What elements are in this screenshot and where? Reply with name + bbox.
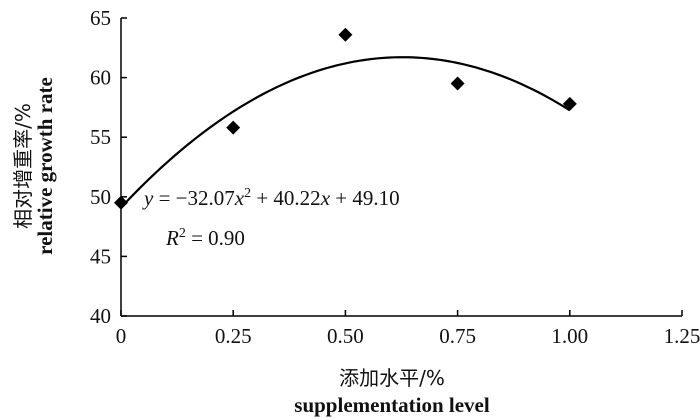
trendline <box>120 56 571 209</box>
y-tick-label: 50 <box>90 185 111 209</box>
x-axis-title-en: supplementation level <box>294 393 490 417</box>
y-tick-label: 40 <box>90 304 111 328</box>
x-tick-label: 0.75 <box>439 324 476 348</box>
x-tick-label: 1.25 <box>664 324 700 348</box>
data-point <box>226 120 241 135</box>
r-squared-label: R2 = 0.90 <box>165 226 245 250</box>
y-axis-title-en: relative growth rate <box>33 77 57 255</box>
data-point <box>338 27 353 42</box>
equation-label: y = −32.07x2 + 40.22x + 49.10 <box>142 186 400 210</box>
x-tick-label: 0.50 <box>327 324 364 348</box>
y-tick-label: 60 <box>90 66 111 90</box>
data-point <box>114 195 128 210</box>
y-ticks: 40 45 50 55 60 65 <box>90 6 127 328</box>
x-tick-label: 0.25 <box>215 324 252 348</box>
y-axis-title-cn: 相对增重率/% <box>11 103 35 229</box>
y-tick-label: 45 <box>90 244 111 268</box>
y-tick-label: 65 <box>90 6 111 30</box>
x-tick-label: 0 <box>116 324 127 348</box>
axes <box>120 18 682 317</box>
data-point <box>450 76 465 91</box>
x-axis-title-cn: 添加水平/% <box>339 366 445 390</box>
x-tick-label: 1.00 <box>551 324 588 348</box>
x-ticks: 0 0.25 0.50 0.75 1.00 1.25 <box>116 310 700 348</box>
data-points <box>114 27 577 210</box>
y-tick-label: 55 <box>90 125 111 149</box>
data-point <box>562 96 577 111</box>
